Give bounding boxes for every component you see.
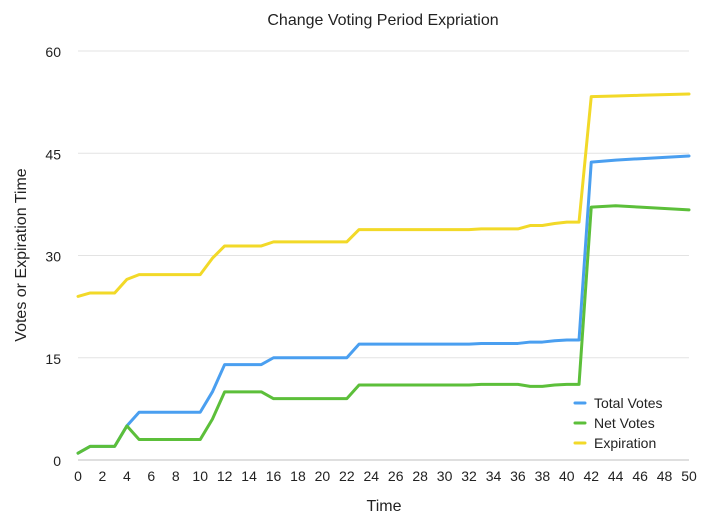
y-axis-label: Votes or Expiration Time [13,168,30,342]
x-tick-label: 40 [559,468,575,484]
y-tick-label: 15 [45,351,61,367]
y-tick-label: 60 [45,44,61,60]
y-axis-ticks: 0 15 30 45 60 [45,44,61,469]
x-tick-label: 42 [583,468,599,484]
x-tick-label: 24 [363,468,379,484]
legend: Total Votes Net Votes Expiration [573,395,663,451]
x-tick-label: 30 [437,468,453,484]
chart-title: Change Voting Period Expriation [267,12,498,29]
series-line-expiration [76,92,691,298]
x-tick-label: 44 [608,468,624,484]
legend-label: Net Votes [594,415,655,431]
x-tick-label: 2 [99,468,107,484]
x-tick-label: 10 [192,468,208,484]
x-tick-label: 8 [172,468,180,484]
legend-label: Total Votes [594,395,663,411]
x-tick-label: 26 [388,468,404,484]
x-tick-label: 18 [290,468,306,484]
y-tick-label: 30 [45,249,61,265]
x-tick-label: 28 [412,468,428,484]
x-tick-label: 48 [657,468,673,484]
x-tick-label: 6 [147,468,155,484]
x-tick-label: 38 [535,468,551,484]
x-axis-ticks: 0 2 4 6 8 10 12 14 16 18 20 22 24 26 28 30 32 34 36 38 40 42 4… [74,468,697,484]
x-tick-label: 32 [461,468,477,484]
x-tick-label: 14 [241,468,257,484]
x-tick-label: 12 [217,468,233,484]
y-tick-label: 45 [45,146,61,162]
x-tick-label: 46 [632,468,648,484]
y-tick-label: 0 [53,453,61,469]
x-axis-label: Time [367,498,402,514]
series-line-total-votes [76,154,691,455]
x-tick-label: 22 [339,468,355,484]
x-tick-label: 34 [486,468,502,484]
x-tick-label: 0 [74,468,82,484]
x-tick-label: 36 [510,468,526,484]
series-lines [76,92,691,455]
x-tick-label: 50 [681,468,697,484]
series-line-net-votes [76,204,691,455]
x-tick-label: 4 [123,468,131,484]
x-tick-label: 16 [266,468,282,484]
legend-label: Expiration [594,435,656,451]
x-tick-label: 20 [315,468,331,484]
